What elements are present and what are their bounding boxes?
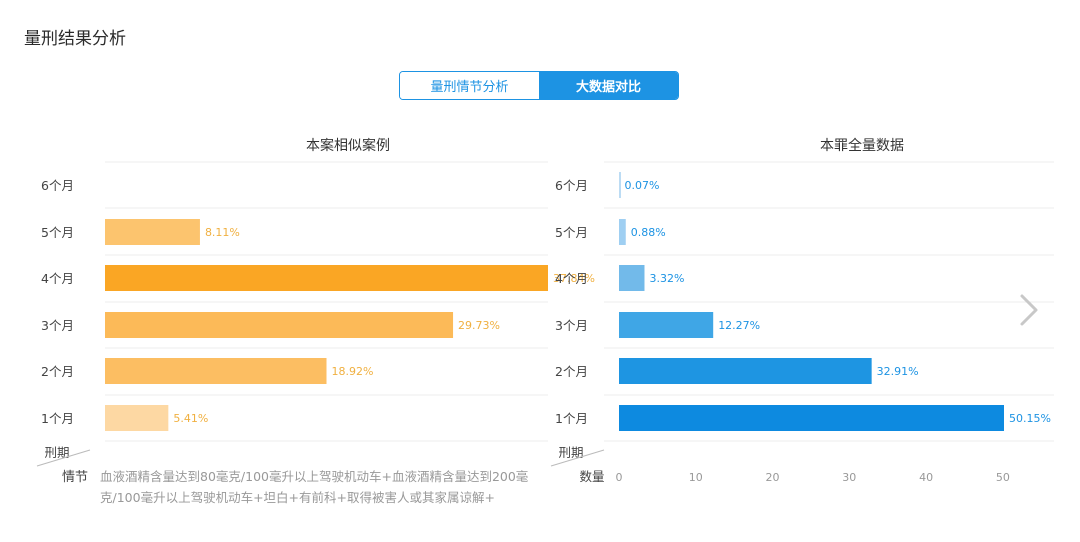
chart1-value-label: 29.73% [458,319,500,332]
page-title: 量刑结果分析 [24,29,126,49]
chart2-x-tick-label: 30 [842,471,856,484]
chart1-value-label: 18.92% [332,365,374,378]
chart2-x-tick-label: 50 [996,471,1010,484]
chart2-x-tick-label: 0 [616,471,623,484]
chart1-category-label: 4个月 [41,271,74,286]
chart1-bar [105,312,454,338]
chart2-value-label: 0.88% [631,226,666,239]
chart1-title: 本案相似案例 [306,137,390,154]
chart2-x-tick-label: 40 [919,471,933,484]
chart2-value-label: 3.32% [649,272,684,285]
chart2-category-label: 6个月 [555,178,588,193]
chart2-category-label: 5个月 [555,225,588,240]
circumstances-text: 血液酒精含量达到80毫克/100毫升以上驾驶机动车+血液酒精含量达到200毫克/… [100,469,529,505]
chevron-right-icon [1020,294,1038,326]
circumstances-label: 情节 [62,470,89,485]
chart1-category-label: 3个月 [41,318,74,333]
chart1-value-label: 5.41% [173,412,208,425]
tab-sentencing-circumstances[interactable]: 量刑情节分析 [400,72,539,99]
chart2-category-label: 1个月 [555,411,588,426]
chart1-axis-corner-top: 刑期 [44,445,69,460]
chart2-category-label: 2个月 [555,364,588,379]
chart1-bar [105,219,200,245]
chart1-category-label: 6个月 [41,178,74,193]
chart2-value-label: 50.15% [1009,412,1051,425]
chart2-axis-corner-bottom: 数量 [579,469,604,484]
chart2-bar [619,265,645,291]
chart1-category-label: 5个月 [41,225,74,240]
chart2-bar [619,358,872,384]
chart1-bar [105,265,548,291]
chart2-bar [619,405,1004,431]
chart1-value-label: 8.11% [205,226,240,239]
next-page-button[interactable] [1012,290,1046,330]
chart2-x-tick-label: 20 [766,471,780,484]
chart1-category-label: 1个月 [41,411,74,426]
chart2-x-tick-label: 10 [689,471,703,484]
chart2-bar [619,172,621,198]
chart2-category-label: 3个月 [555,318,588,333]
chart1-category-label: 2个月 [41,364,74,379]
chart2-value-label: 32.91% [877,365,919,378]
chart2-category-label: 4个月 [555,271,588,286]
chart1-bar [105,405,169,431]
chart1-value-label: 37.84% [553,272,595,285]
chart1-axis-corner-divider [36,449,91,467]
tab-big-data-comparison[interactable]: 大数据对比 [539,72,678,99]
chart2-axis-corner-top: 刑期 [558,445,583,460]
chart2-bar [619,312,714,338]
chart2-axis-corner-divider [550,449,605,467]
analysis-tabs: 量刑情节分析 大数据对比 [399,71,679,100]
chart1-bar [105,358,327,384]
chart2-value-label: 12.27% [718,319,760,332]
chart2-value-label: 0.07% [625,179,660,192]
chart2-title: 本罪全量数据 [820,137,904,154]
chart2-bar [619,219,626,245]
